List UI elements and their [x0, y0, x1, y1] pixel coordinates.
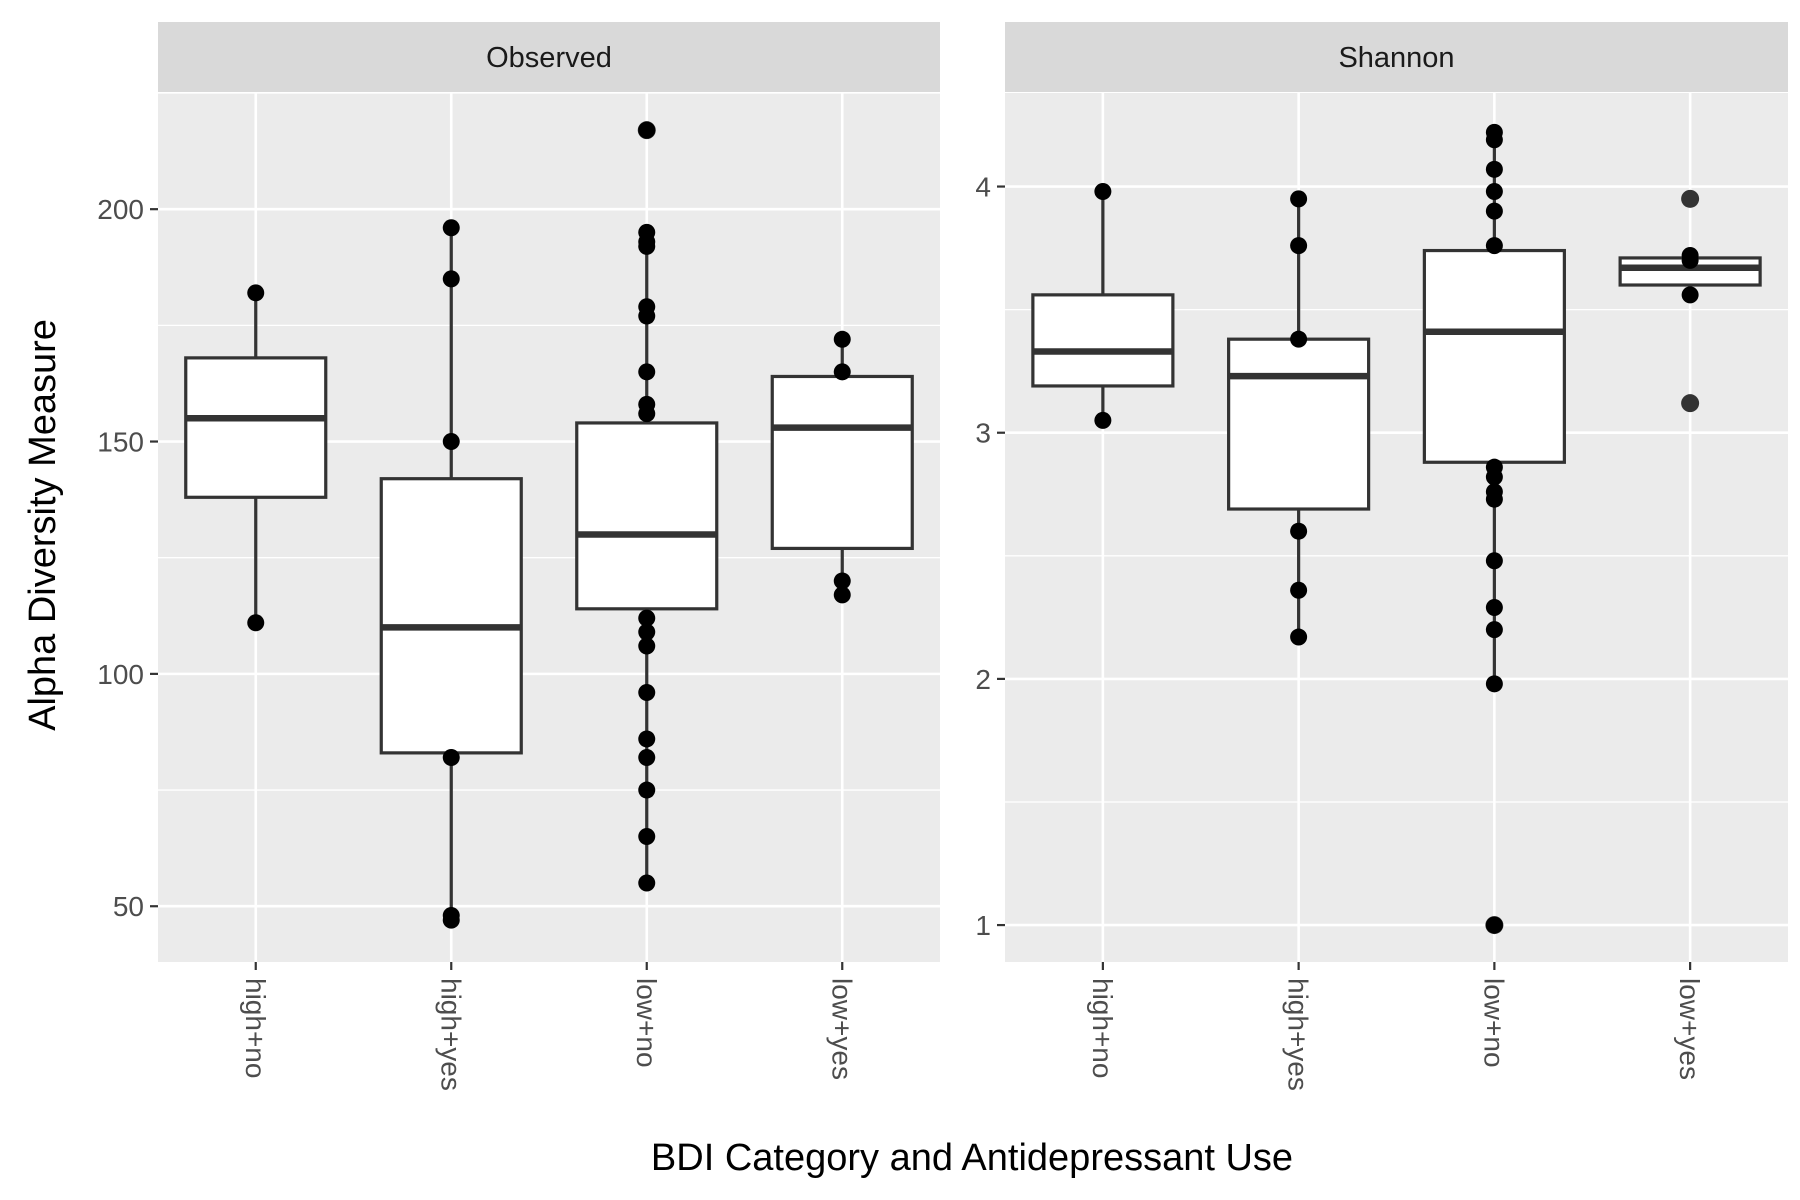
data-point — [1094, 411, 1112, 429]
data-point — [833, 586, 851, 604]
iqr-box — [379, 477, 523, 755]
box-low+yes — [770, 339, 914, 595]
outlier-point — [1681, 394, 1700, 413]
data-point — [1290, 330, 1308, 348]
x-tick-label: high+yes — [435, 978, 466, 1091]
data-point — [1485, 131, 1503, 149]
x-tick-label: high+no — [240, 978, 271, 1078]
box-high+no — [184, 292, 328, 623]
data-point — [638, 307, 656, 325]
x-tick-label: low+yes — [826, 978, 857, 1080]
y-tick-label: 200 — [97, 194, 144, 225]
data-point — [1485, 599, 1503, 617]
data-point — [1485, 552, 1503, 570]
y-tick-label: 1 — [975, 910, 991, 941]
x-tick-label: low+yes — [1674, 978, 1705, 1080]
iqr-box — [184, 356, 328, 499]
data-point — [833, 330, 851, 348]
facet-strip — [158, 22, 940, 92]
data-point — [638, 363, 656, 381]
data-point — [1485, 468, 1503, 486]
data-point — [442, 749, 460, 767]
x-tick-label: low+no — [1478, 978, 1509, 1068]
data-point — [638, 781, 656, 799]
data-point — [1485, 916, 1503, 934]
y-axis-title: Alpha Diversity Measure — [22, 319, 64, 731]
facet-title: Shannon — [1338, 42, 1454, 74]
panel-observed: Observed 50 100 150 200 high+no high+yes low+no… — [97, 22, 940, 1091]
iqr-box — [1227, 337, 1371, 511]
iqr-box — [1031, 293, 1175, 388]
data-point — [1290, 581, 1308, 599]
data-point — [638, 874, 656, 892]
data-point — [638, 609, 656, 627]
data-point — [638, 749, 656, 767]
y-tick-label: 50 — [113, 891, 144, 922]
box-low+no — [1422, 132, 1566, 935]
y-tick-label: 2 — [975, 664, 991, 695]
facet-panels: Observed 50 100 150 200 high+no high+yes low+no… — [97, 22, 1788, 1091]
data-point — [442, 433, 460, 451]
data-point — [1485, 182, 1503, 200]
box-high+no — [1031, 191, 1175, 421]
data-point — [1485, 160, 1503, 178]
box-low+no — [575, 121, 719, 883]
x-tick-label: high+yes — [1283, 978, 1314, 1091]
data-point — [638, 121, 656, 139]
x-axis-title: BDI Category and Antidepressant Use — [651, 1137, 1293, 1179]
data-point — [638, 623, 656, 641]
data-point — [1290, 628, 1308, 646]
iqr-box — [770, 374, 914, 551]
data-point — [247, 614, 265, 632]
data-point — [638, 637, 656, 655]
data-point — [1485, 675, 1503, 693]
data-point — [442, 219, 460, 237]
x-tick-label: high+no — [1087, 978, 1118, 1078]
data-point — [1681, 286, 1699, 304]
data-point — [442, 911, 460, 929]
data-point — [638, 730, 656, 748]
box-low+yes — [1618, 189, 1762, 413]
data-point — [638, 683, 656, 701]
y-tick-label: 4 — [975, 172, 991, 203]
data-point — [1290, 522, 1308, 540]
panel-shannon: Shannon 1 2 3 4 high+no high+yes low+no low+yes — [975, 22, 1788, 1091]
iqr-box — [1422, 248, 1566, 464]
y-tick-label: 3 — [975, 418, 991, 449]
data-point — [1485, 490, 1503, 508]
iqr-box — [575, 421, 719, 611]
data-point — [833, 363, 851, 381]
data-point — [638, 237, 656, 255]
y-tick-label: 100 — [97, 659, 144, 690]
data-point — [638, 828, 656, 846]
facet-title: Observed — [486, 42, 612, 74]
data-point — [1485, 621, 1503, 639]
y-tick-label: 150 — [97, 427, 144, 458]
box-high+yes — [1227, 198, 1371, 638]
facet-strip — [1005, 22, 1788, 92]
data-point — [247, 284, 265, 302]
data-point — [1485, 202, 1503, 220]
data-point — [638, 405, 656, 423]
outlier-point — [1681, 189, 1700, 208]
data-point — [1094, 182, 1112, 200]
x-tick-label: low+no — [631, 978, 662, 1068]
data-point — [1681, 251, 1699, 269]
data-point — [1290, 237, 1308, 255]
data-point — [833, 572, 851, 590]
data-point — [1290, 190, 1308, 208]
plot-area — [1005, 93, 1788, 962]
box-high+yes — [379, 227, 523, 921]
data-point — [442, 270, 460, 288]
data-point — [1485, 237, 1503, 255]
